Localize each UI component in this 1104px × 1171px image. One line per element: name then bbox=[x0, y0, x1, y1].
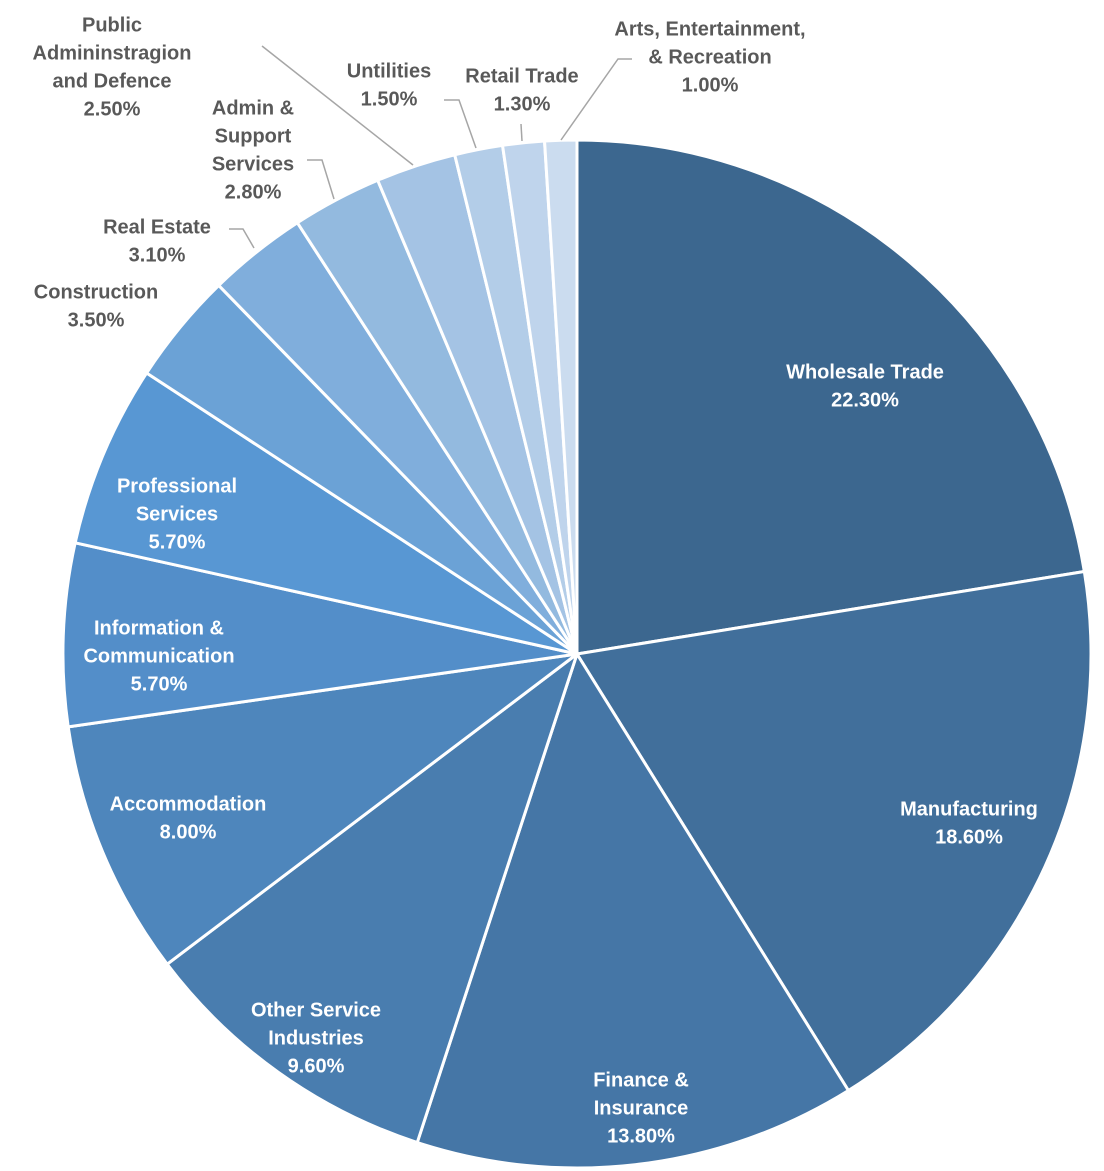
slice-finance-insurance bbox=[415, 652, 850, 1170]
slice-category-label: Retail Trade bbox=[465, 66, 578, 88]
data-label-wholesale-trade: Wholesale Trade 22.30% bbox=[786, 362, 944, 412]
leader-line-retail-trade bbox=[520, 123, 523, 142]
slice-category-label: & Recreation bbox=[648, 47, 771, 69]
leader-line-untilities bbox=[444, 99, 477, 149]
leader-line-admin-support-services bbox=[307, 159, 335, 200]
slice-value-label: 2.80% bbox=[225, 182, 282, 204]
slice-category-label: Real Estate bbox=[103, 217, 211, 239]
slice-value-label: 13.80% bbox=[607, 1126, 675, 1148]
slice-category-label: Manufacturing bbox=[900, 799, 1038, 821]
data-label-manufacturing: Manufacturing 18.60% bbox=[900, 799, 1038, 849]
slice-category-label: Other Service bbox=[251, 1000, 381, 1022]
slice-arts-entertainment-recreation bbox=[543, 138, 579, 656]
slice-category-label: Professional bbox=[117, 476, 237, 498]
data-label-arts-entertainment-recreation: Arts, Entertainment, & Recreation 1.00% bbox=[614, 19, 805, 97]
slice-other-service-industries bbox=[165, 652, 579, 1145]
slice-value-label: 2.50% bbox=[84, 99, 141, 121]
slice-category-label: Finance & bbox=[593, 1070, 689, 1092]
data-label-professional-services: Professional Services 5.70% bbox=[117, 476, 237, 554]
slice-category-label: Services bbox=[136, 504, 218, 526]
slice-category-label: Arts, Entertainment, bbox=[614, 19, 805, 41]
slice-category-label: Admininstragion bbox=[33, 43, 192, 65]
slice-value-label: 3.10% bbox=[129, 245, 186, 267]
slice-value-label: 3.50% bbox=[68, 310, 125, 332]
slice-value-label: 18.60% bbox=[935, 827, 1003, 849]
data-label-real-estate: Real Estate 3.10% bbox=[103, 217, 211, 267]
data-label-information-communication: Information & Communication 5.70% bbox=[83, 618, 234, 696]
data-label-retail-trade: Retail Trade 1.30% bbox=[465, 66, 578, 116]
slice-category-label: Information & bbox=[94, 618, 224, 640]
slice-value-label: 9.60% bbox=[288, 1056, 345, 1078]
data-label-public-admininstragion-and-defence: Public Admininstragion and Defence 2.50% bbox=[33, 15, 192, 121]
leader-lines bbox=[229, 45, 632, 249]
data-label-finance-insurance: Finance & Insurance 13.80% bbox=[593, 1070, 689, 1148]
slice-value-label: 8.00% bbox=[160, 822, 217, 844]
data-label-admin-support-services: Admin & Support Services 2.80% bbox=[212, 98, 294, 204]
slice-value-label: 1.50% bbox=[361, 89, 418, 111]
slice-manufacturing bbox=[575, 570, 1093, 1093]
slice-category-label: and Defence bbox=[53, 71, 172, 93]
slice-category-label: Services bbox=[212, 154, 294, 176]
slice-category-label: Wholesale Trade bbox=[786, 362, 944, 384]
slice-category-label: Public bbox=[82, 15, 142, 37]
slice-information-communication bbox=[61, 541, 579, 729]
data-label-accommodation: Accommodation 8.00% bbox=[110, 794, 267, 844]
data-label-construction: Construction 3.50% bbox=[34, 282, 158, 332]
slice-professional-services bbox=[73, 371, 579, 656]
data-label-untilities: Untilities 1.50% bbox=[347, 61, 431, 111]
leader-line-arts-entertainment-recreation bbox=[560, 58, 632, 141]
leader-line-real-estate bbox=[229, 228, 255, 249]
leader-line-public-admininstragion-and-defence bbox=[261, 45, 414, 166]
slice-accommodation bbox=[66, 652, 579, 966]
slice-category-label: Construction bbox=[34, 282, 158, 304]
slice-category-label: Admin & bbox=[212, 98, 294, 120]
slice-value-label: 22.30% bbox=[831, 390, 899, 412]
slice-category-label: Communication bbox=[83, 646, 234, 668]
slice-value-label: 5.70% bbox=[149, 532, 206, 554]
pie-slices bbox=[61, 138, 1093, 1170]
slice-value-label: 1.30% bbox=[494, 94, 551, 116]
slice-value-label: 5.70% bbox=[131, 674, 188, 696]
slice-category-label: Insurance bbox=[594, 1098, 688, 1120]
slice-category-label: Untilities bbox=[347, 61, 431, 83]
data-label-other-service-industries: Other Service Industries 9.60% bbox=[251, 1000, 381, 1078]
slice-wholesale-trade bbox=[575, 138, 1086, 656]
slice-category-label: Support bbox=[215, 126, 292, 148]
slice-category-label: Industries bbox=[268, 1028, 364, 1050]
slice-labels: Wholesale Trade 22.30% Manufacturing 18.60%… bbox=[33, 15, 1038, 1148]
slice-category-label: Accommodation bbox=[110, 794, 267, 816]
slice-value-label: 1.00% bbox=[682, 75, 739, 97]
